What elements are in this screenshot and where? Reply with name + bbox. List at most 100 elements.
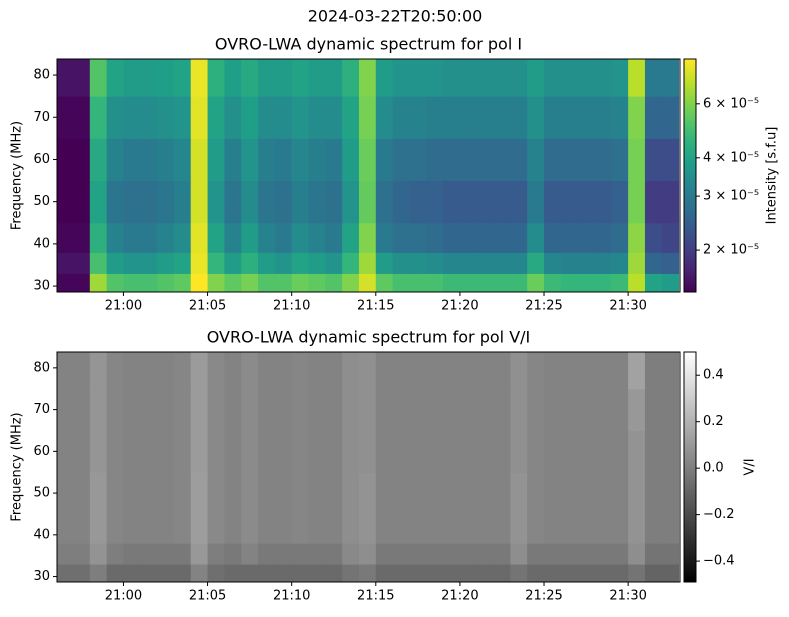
cell: [258, 59, 276, 97]
cell: [106, 273, 124, 292]
cell: [241, 273, 259, 292]
cell: [207, 513, 225, 544]
cell: [207, 273, 225, 292]
cell: [258, 564, 276, 582]
cell: [628, 513, 646, 544]
cell: [258, 273, 276, 292]
cell: [577, 252, 595, 274]
x-tick-label: 21:25: [525, 299, 562, 314]
cell: [274, 564, 293, 582]
cell: [560, 388, 579, 431]
cell: [459, 59, 478, 97]
cell: [527, 472, 545, 515]
cell: [157, 543, 175, 565]
cell: [173, 543, 192, 565]
cell: [123, 388, 141, 431]
cell: [89, 388, 108, 431]
cell: [89, 59, 108, 97]
cell: [459, 252, 478, 274]
cell: [207, 430, 225, 473]
cell: [342, 352, 360, 390]
cell: [207, 222, 225, 253]
cell: [594, 513, 612, 544]
cell: [628, 388, 646, 431]
cell: [241, 96, 259, 139]
cell: [224, 472, 242, 515]
cell: [342, 222, 360, 253]
cell: [493, 96, 511, 139]
cell: [560, 430, 579, 473]
x-tick-label: 21:00: [105, 299, 142, 314]
cell: [644, 252, 663, 274]
cell: [291, 222, 309, 253]
cell: [476, 430, 495, 473]
cell: [443, 59, 461, 97]
cell: [140, 222, 158, 253]
cell: [190, 543, 209, 565]
cell: [594, 352, 612, 390]
y-tick-label: 80: [33, 360, 50, 375]
cell: [644, 352, 663, 390]
cell: [173, 222, 192, 253]
cell: [325, 352, 343, 390]
x-tick-label: 21:25: [525, 589, 562, 604]
cell: [89, 96, 108, 139]
cell: [308, 472, 326, 515]
cell: [342, 180, 360, 224]
cell: [157, 564, 175, 582]
cell: [459, 430, 478, 473]
cell: [628, 543, 646, 565]
cell: [443, 564, 461, 582]
cell: [661, 543, 680, 565]
cell: [644, 96, 663, 139]
cell: [594, 472, 612, 515]
cell: [426, 138, 444, 182]
cell: [274, 222, 293, 253]
cell: [426, 513, 444, 544]
cell: [375, 430, 394, 473]
cell: [661, 352, 680, 390]
cell: [140, 273, 158, 292]
cell: [426, 59, 444, 97]
cell: [560, 96, 579, 139]
cell: [476, 273, 495, 292]
cell: [308, 564, 326, 582]
cell: [241, 513, 259, 544]
cell: [628, 59, 646, 97]
cell: [207, 96, 225, 139]
x-tick-label: 21:30: [609, 299, 646, 314]
cell: [157, 430, 175, 473]
cell: [274, 472, 293, 515]
cell: [140, 388, 158, 431]
cell: [577, 273, 595, 292]
cell: [224, 180, 242, 224]
cell: [258, 388, 276, 431]
cell: [493, 138, 511, 182]
cell: [106, 59, 124, 97]
cell: [628, 352, 646, 390]
cell: [476, 222, 495, 253]
cell: [140, 59, 158, 97]
cell: [510, 273, 528, 292]
cell: [644, 273, 663, 292]
cell: [392, 59, 410, 97]
cell: [611, 352, 629, 390]
cell: [392, 352, 410, 390]
cell: [426, 388, 444, 431]
cell: [426, 252, 444, 274]
cell: [392, 96, 410, 139]
cell: [392, 430, 410, 473]
cell: [611, 543, 629, 565]
cell: [628, 138, 646, 182]
cell: [493, 222, 511, 253]
cell: [426, 564, 444, 582]
cell: [325, 252, 343, 274]
cell: [72, 96, 91, 139]
cell: [325, 59, 343, 97]
y-tick-label: 50: [33, 194, 50, 209]
cell: [173, 472, 192, 515]
cell: [594, 252, 612, 274]
cell: [493, 252, 511, 274]
cell: [426, 543, 444, 565]
